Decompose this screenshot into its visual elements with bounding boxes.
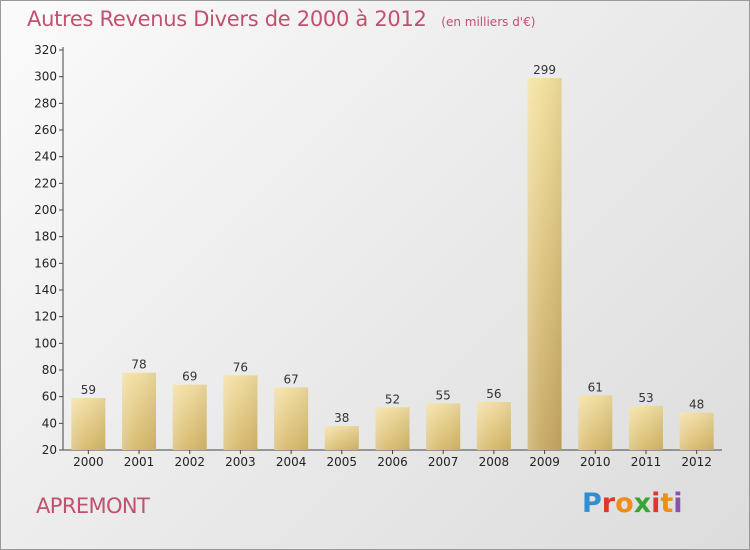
bar-sheen-2005: [324, 426, 359, 450]
value-label-2009: 299: [533, 63, 556, 77]
y-tick-label: 260: [34, 123, 57, 137]
y-tick-label: 300: [34, 70, 57, 84]
bar-sheen-2002: [172, 384, 207, 450]
logo-letter: P: [582, 488, 602, 519]
x-tick-label-2002: 2002: [174, 455, 205, 469]
y-tick-label: 180: [34, 230, 57, 244]
y-tick-label: 120: [34, 310, 57, 324]
y-tick-label: 40: [42, 416, 57, 430]
x-tick-label-2011: 2011: [631, 455, 662, 469]
proxiti-logo[interactable]: Proxiti: [582, 488, 683, 519]
bar-sheen-2009: [527, 78, 562, 450]
y-tick-label: 20: [42, 443, 57, 457]
y-tick-label: 80: [42, 363, 57, 377]
x-tick-label-2004: 2004: [276, 455, 307, 469]
value-label-2010: 61: [588, 380, 603, 394]
value-label-2005: 38: [334, 411, 349, 425]
value-label-2011: 53: [638, 391, 653, 405]
bar-sheen-2007: [426, 403, 461, 450]
logo-letter: x: [633, 488, 652, 519]
bar-sheen-2003: [223, 375, 258, 450]
y-tick-label: 60: [42, 390, 57, 404]
x-tick-label-2007: 2007: [428, 455, 459, 469]
logo-letter: i: [651, 488, 661, 519]
value-label-2004: 67: [283, 372, 298, 386]
value-label-2012: 48: [689, 398, 704, 412]
logo-letter: r: [601, 488, 616, 519]
y-tick-label: 220: [34, 176, 57, 190]
bar-sheen-2010: [578, 395, 613, 450]
bar-sheen-2006: [375, 407, 410, 450]
y-tick-label: 100: [34, 336, 57, 350]
x-tick-label-2003: 2003: [225, 455, 256, 469]
y-tick-label: 320: [34, 43, 57, 57]
x-tick-label-2009: 2009: [529, 455, 560, 469]
value-label-2000: 59: [81, 383, 96, 397]
value-label-2008: 56: [486, 387, 501, 401]
logo-letter: o: [615, 488, 634, 519]
value-label-2006: 52: [385, 392, 400, 406]
chart-bars: [71, 78, 714, 450]
logo-letter: t: [660, 488, 674, 519]
bar-sheen-2001: [122, 372, 157, 450]
x-tick-label-2012: 2012: [681, 455, 712, 469]
bar-sheen-2004: [274, 387, 309, 450]
logo-letter: i: [673, 488, 683, 519]
bar-sheen-2011: [628, 406, 663, 450]
value-label-2002: 69: [182, 370, 197, 384]
value-label-2007: 55: [436, 388, 451, 402]
bar-sheen-2000: [71, 398, 106, 450]
y-tick-label: 160: [34, 256, 57, 270]
commune-name: APREMONT: [36, 494, 150, 518]
y-tick-label: 140: [34, 283, 57, 297]
chart-title: Autres Revenus Divers de 2000 à 2012 (en…: [27, 7, 535, 31]
x-tick-label-2008: 2008: [479, 455, 510, 469]
x-tick-label-2001: 2001: [124, 455, 155, 469]
chart-labels: 59 2000 78 2001 69 2002 76 2003 67 2004 38 2005 52 20…: [73, 63, 712, 469]
bar-sheen-2008: [476, 402, 511, 450]
value-label-2001: 78: [131, 358, 146, 372]
x-tick-label-2000: 2000: [73, 455, 104, 469]
x-tick-label-2006: 2006: [377, 455, 408, 469]
bar-sheen-2012: [679, 412, 714, 450]
value-label-2003: 76: [233, 360, 248, 374]
chart-title-text: Autres Revenus Divers de 2000 à 2012: [27, 7, 427, 31]
y-tick-label: 280: [34, 96, 57, 110]
y-tick-label: 240: [34, 150, 57, 164]
x-tick-label-2005: 2005: [327, 455, 358, 469]
y-tick-label: 200: [34, 203, 57, 217]
chart-subtitle: (en milliers d'€): [441, 15, 536, 29]
x-tick-label-2010: 2010: [580, 455, 611, 469]
